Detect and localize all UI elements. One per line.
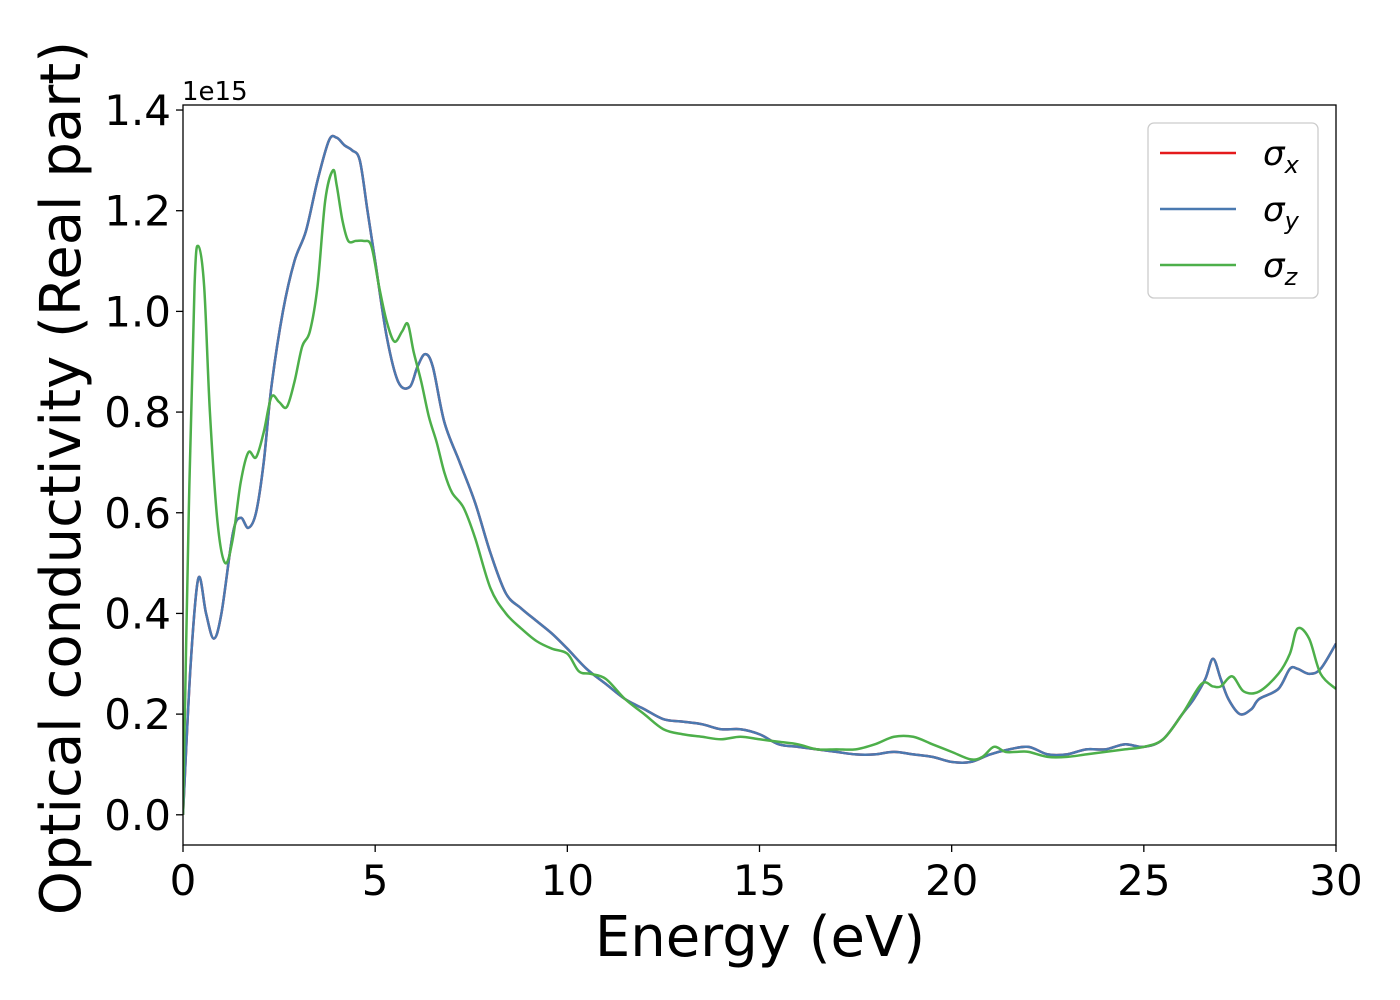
legend-box: [1147, 122, 1319, 299]
legend: σx σy σz: [1147, 122, 1319, 299]
y-tick-label: 1.4: [104, 86, 171, 135]
y-tick-label: 1.0: [104, 287, 171, 336]
y-tick-label: 0.4: [104, 589, 171, 638]
x-tick-label: 25: [1117, 856, 1170, 905]
y-axis-label: Optical conductivity (Real part): [29, 41, 94, 915]
legend-label-y: σy: [1263, 190, 1300, 235]
legend-label-z: σz: [1263, 246, 1299, 291]
x-tick-label: 15: [733, 856, 786, 905]
series-layer: [183, 134, 1336, 815]
x-tick-label: 30: [1309, 856, 1362, 905]
y-offset-label: 1e15: [182, 77, 248, 107]
x-tick-label: 10: [541, 856, 594, 905]
x-tick-label: 20: [925, 856, 978, 905]
legend-label-x: σx: [1263, 134, 1300, 179]
y-tick-label: 0.0: [104, 791, 171, 840]
y-tick-label: 0.8: [104, 388, 171, 437]
x-tick-label: 0: [170, 856, 197, 905]
x-axis-label: Energy (eV): [595, 905, 925, 970]
axes-layer: 0 5 10 15 20 25 30 0.0 0.2 0.4 0.6 0.8 1.0 1.2 1.4: [104, 86, 1363, 905]
x-tick-label: 5: [362, 856, 389, 905]
y-tick-label: 0.2: [104, 690, 171, 739]
series-line-z: [183, 168, 1336, 815]
y-tick-label: 1.2: [104, 187, 171, 236]
y-tick-label: 0.6: [104, 489, 171, 538]
